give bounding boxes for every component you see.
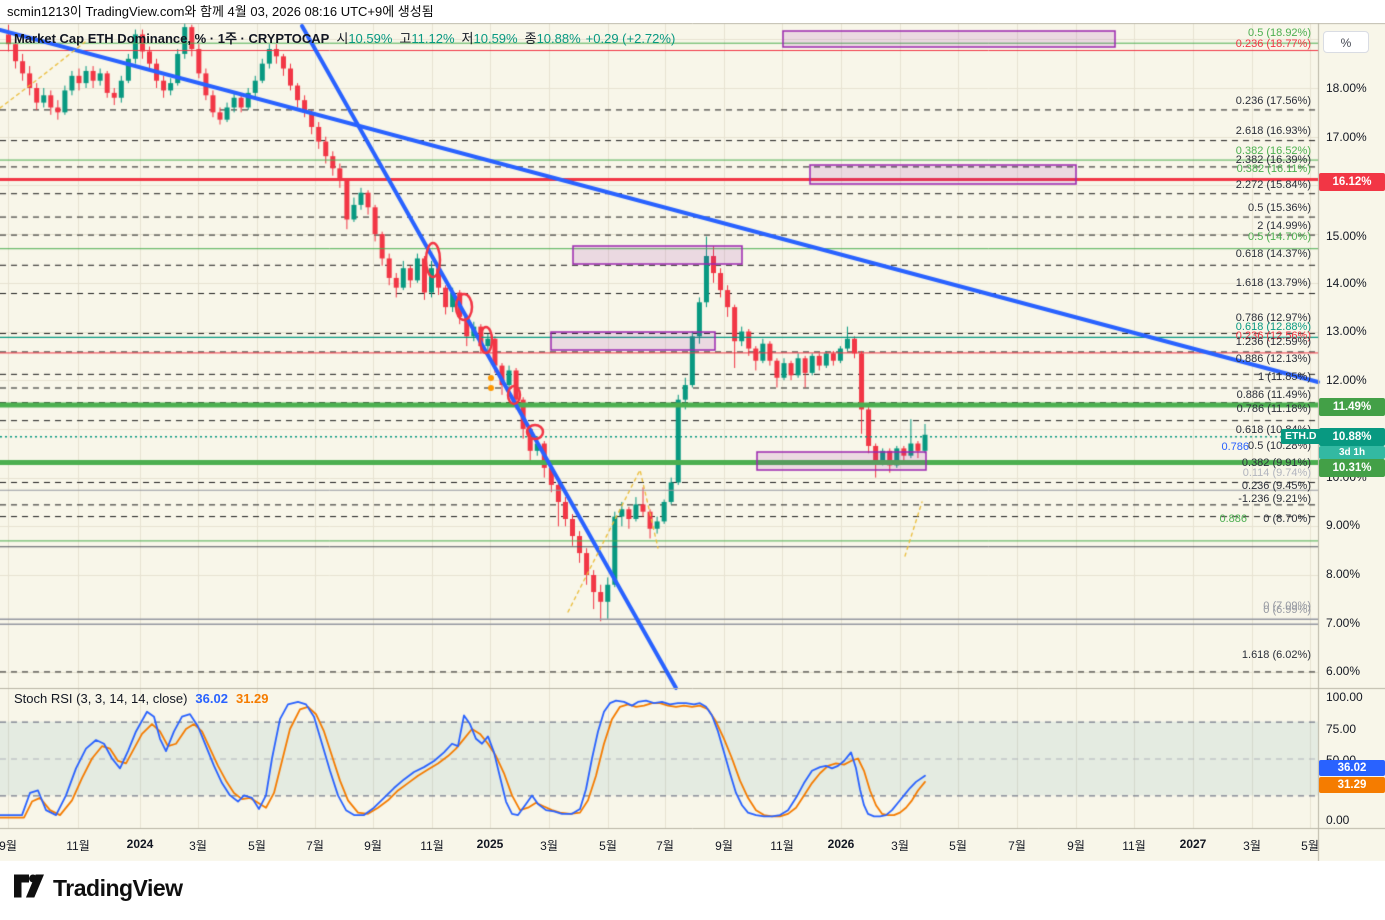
time-axis-tick: 7월 — [656, 839, 674, 853]
stoch-axis-tick: 100.00 — [1326, 690, 1363, 704]
price-axis-tick: 12.00% — [1326, 373, 1367, 387]
price-axis-tick: 8.00% — [1326, 567, 1361, 581]
stoch-rsi-legend: Stoch RSI (3, 3, 14, 14, close) 36.02 31.2… — [14, 691, 269, 706]
fib-level-label[interactable]: 0 (8.70%) — [1263, 513, 1311, 525]
fib-level-label[interactable]: 0.886 (12.13%) — [1235, 353, 1311, 365]
fib-level-label[interactable]: 0.382 (9.91%) — [1241, 457, 1311, 469]
bar-countdown-badge: 3d 1h — [1319, 446, 1385, 459]
fib-level-label[interactable]: 2.382 (16.39%) — [1235, 154, 1311, 166]
ohlc-value: 10.59% — [473, 31, 518, 46]
price-axis-tick: 15.00% — [1326, 229, 1367, 243]
fib-level-label[interactable]: -1.236 (9.21%) — [1238, 493, 1311, 505]
fib-level-label[interactable]: 1.618 (13.79%) — [1235, 277, 1311, 289]
time-axis-tick: 9월 — [715, 839, 733, 853]
time-axis-tick: 3월 — [189, 839, 207, 853]
price-axis-tick: 13.00% — [1326, 324, 1367, 338]
time-axis-tick: 5월 — [949, 839, 967, 853]
ohlc-value: 10.59% — [348, 31, 393, 46]
time-axis-tick: 3월 — [891, 839, 909, 853]
time-axis-tick: 7월 — [306, 839, 324, 853]
time-axis-tick: 9월 — [364, 839, 382, 853]
fib-level-label[interactable]: 0 (7.09%) — [1263, 600, 1311, 612]
price-scale-unit-button[interactable]: % — [1323, 31, 1369, 53]
fib-level-label[interactable]: 0.5 (14.70%) — [1248, 231, 1311, 243]
price-axis-tick: 7.00% — [1326, 616, 1361, 630]
stoch-k-badge: 36.02 — [1319, 760, 1385, 776]
time-axis-tick: 5월 — [599, 839, 617, 853]
fib-level-label[interactable]: 2.272 (15.84%) — [1235, 179, 1311, 191]
fib-level-label[interactable]: 0.236 (17.56%) — [1235, 95, 1311, 107]
fib-level-label[interactable]: 0.886 (11.49%) — [1236, 389, 1311, 401]
price-axis-tick: 9.00% — [1326, 518, 1361, 532]
time-axis-tick: 9월 — [1067, 839, 1085, 853]
fib-level-label[interactable]: 0.382 (16.52%) — [1235, 145, 1311, 157]
footer-strip: TradingView — [0, 861, 1385, 920]
time-axis-tick: 5월 — [248, 839, 266, 853]
time-axis-tick: 3월 — [540, 839, 558, 853]
time-axis-tick: 3월 — [1243, 839, 1261, 853]
time-axis-tick: 7월 — [1008, 839, 1026, 853]
price-axis-tick: 14.00% — [1326, 276, 1367, 290]
stoch-d-value: 31.29 — [235, 691, 269, 706]
price-axis-tick: 17.00% — [1326, 130, 1367, 144]
fib-level-label[interactable]: 0.786 (11.18%) — [1236, 403, 1311, 415]
ohlc-value: 10.88% — [536, 31, 581, 46]
fib-level-label[interactable]: 0.5 (18.92%) — [1248, 27, 1311, 39]
price-badge-red-line: 16.12% — [1319, 173, 1385, 191]
symbol-price-label: ETH.D — [1281, 429, 1321, 444]
price-axis-tick: 6.00% — [1326, 664, 1361, 678]
fib-level-label[interactable]: 0.786 (12.97%) — [1235, 312, 1311, 324]
time-axis-tick: 2026 — [827, 837, 855, 851]
fib-level-label[interactable]: 0.236 (9.45%) — [1241, 480, 1311, 492]
tradingview-brand[interactable]: TradingView — [14, 874, 183, 903]
time-axis-tick: 2025 — [476, 837, 504, 851]
fib-level-label[interactable]: 0.236 (18.77%) — [1235, 38, 1311, 50]
fib-level-label[interactable]: 0.5 (15.36%) — [1248, 202, 1311, 214]
fib-level-label[interactable]: 1 (11.85%) — [1258, 371, 1311, 383]
time-axis-tick: 11월 — [770, 839, 794, 853]
change-value: +0.29 (+2.72%) — [585, 31, 676, 46]
ohlc-label: 저 — [461, 31, 474, 46]
brand-name: TradingView — [53, 875, 183, 901]
fib-level-label[interactable]: 0.618 (14.37%) — [1235, 248, 1311, 260]
ohlc-value: 11.12% — [411, 31, 455, 46]
tradingview-logo-icon — [14, 874, 44, 903]
fib-level-label[interactable]: 0.886 — [1219, 513, 1247, 525]
symbol-description[interactable]: Market Cap ETH Dominance, % · 1주 · CRYPT… — [14, 31, 330, 46]
price-badge-green-upper: 11.49% — [1319, 398, 1385, 416]
fib-level-label[interactable]: 1.236 (12.59%) — [1235, 336, 1311, 348]
price-badge-green-lower: 10.31% — [1319, 459, 1385, 477]
stoch-d-badge: 31.29 — [1319, 777, 1385, 793]
fib-level-label[interactable]: 0 (6.99%) — [1263, 604, 1311, 616]
fib-level-label[interactable]: 2.618 (16.93%) — [1235, 125, 1311, 137]
stoch-axis-tick: 0.00 — [1326, 813, 1350, 827]
time-axis-tick: 9월 — [0, 839, 17, 853]
fib-level-label[interactable]: 1.618 (6.02%) — [1241, 649, 1311, 661]
time-axis-tick: 5월 — [1301, 839, 1319, 853]
ohlc-label: 종 — [524, 31, 537, 46]
fib-level-label[interactable]: 0.236 (12.56%) — [1235, 330, 1311, 342]
last-price-badge: 10.88% — [1319, 428, 1385, 446]
time-axis-tick: 2027 — [1179, 837, 1207, 851]
price-axis-tick: 18.00% — [1326, 81, 1367, 95]
stoch-axis-tick: 75.00 — [1326, 722, 1357, 736]
fib-level-label[interactable]: 2 (14.99%) — [1257, 220, 1311, 232]
chart-legend: Market Cap ETH Dominance, % · 1주 · CRYPT… — [14, 28, 675, 47]
stoch-k-value: 36.02 — [195, 691, 228, 706]
time-axis-tick: 11월 — [1122, 839, 1146, 853]
time-axis-tick: 11월 — [66, 839, 90, 853]
time-axis-tick: 2024 — [126, 837, 154, 851]
fib-level-label[interactable]: 0.786 — [1221, 441, 1249, 453]
time-axis-tick: 11월 — [420, 839, 444, 853]
share-attribution: scmin1213이 TradingView.com와 함께 4월 03, 20… — [0, 0, 1385, 23]
stoch-rsi-title[interactable]: Stoch RSI (3, 3, 14, 14, close) — [14, 691, 188, 706]
ohlc-label: 고 — [399, 31, 412, 46]
ohlc-label: 시 — [336, 31, 349, 46]
fib-level-label[interactable]: 0.114 (9.74%) — [1242, 467, 1311, 479]
fib-level-label[interactable]: 0.618 (12.88%) — [1235, 321, 1311, 333]
fib-level-label[interactable]: 0.382 (16.11%) — [1236, 163, 1311, 175]
